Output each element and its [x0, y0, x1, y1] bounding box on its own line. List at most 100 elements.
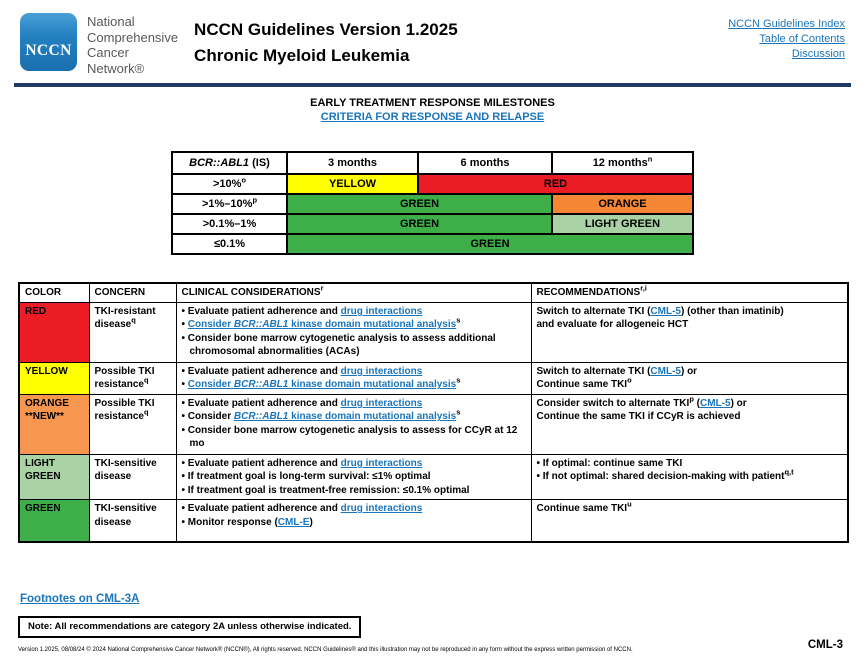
header-divider	[14, 83, 851, 87]
inline-link[interactable]: BCR::ABL1	[233, 319, 289, 331]
version-text: Version 1.2025, 08/08/24 © 2024 National…	[18, 647, 633, 653]
header-concern: CONCERN	[88, 282, 177, 303]
color-cell: LIGHT GREEN	[18, 453, 90, 501]
inline-link[interactable]: Consider	[187, 319, 234, 331]
footnotes-link[interactable]: Footnotes on CML-3A	[20, 592, 140, 605]
bullet-item: • Consider BCR::ABL1 kinase domain mutat…	[181, 376, 461, 391]
org-line: Comprehensive	[87, 29, 179, 45]
bullet-item: • If optimal: continue same TKI	[536, 458, 683, 469]
note-box: Note: All recommendations are category 2…	[18, 615, 362, 638]
bullet-marker: •	[536, 458, 543, 469]
bullet-marker: •	[181, 484, 188, 496]
inline-link[interactable]: kinase domain mutational analysis	[288, 379, 457, 391]
considerations-cell: • Evaluate patient adherence and drug in…	[175, 499, 532, 543]
milestone-cell-green: GREEN	[286, 232, 694, 255]
considerations-cell: • Evaluate patient adherence and drug in…	[175, 362, 532, 395]
bullet-item: • Evaluate patient adherence and drug in…	[181, 503, 423, 515]
recommendations-cell: • If optimal: continue same TKI • If not …	[530, 453, 849, 501]
inline-link[interactable]: CML-5	[700, 398, 731, 409]
bullet-marker: •	[181, 319, 188, 331]
org-line: Cancer	[87, 45, 129, 60]
milestone-cell-orange: ORANGE	[551, 192, 694, 215]
bullet-marker: •	[181, 398, 188, 409]
inline-link[interactable]: CML-E	[277, 516, 310, 528]
concern-cell: Possible TKI resistanceq	[88, 394, 177, 455]
header-recommendations: RECOMMENDATIONSr,i	[530, 282, 849, 303]
inline-link[interactable]: BCR::ABL1	[233, 411, 289, 423]
concern-cell: TKI-resistant diseaseq	[88, 302, 177, 363]
inline-link[interactable]: kinase domain mutational analysis	[288, 411, 457, 423]
header-color: COLOR	[18, 282, 90, 303]
bullet-item: • Evaluate patient adherence and drug in…	[181, 306, 423, 317]
bullet-marker: •	[181, 516, 188, 528]
guidelines-version-title: NCCN Guidelines Version 1.2025	[194, 20, 458, 39]
milestone-row-label: ≤0.1%	[171, 232, 288, 255]
inline-link[interactable]: kinase domain mutational analysis	[288, 319, 457, 331]
milestone-cell-yellow: YELLOW	[286, 172, 419, 195]
considerations-cell: • Evaluate patient adherence and drug in…	[175, 453, 532, 501]
inline-link[interactable]: BCR::ABL1	[233, 379, 289, 391]
milestone-header-row: BCR::ABL1 (IS) 3 months 6 months 12 mont…	[171, 150, 694, 175]
inline-link[interactable]: CML-5	[650, 366, 681, 377]
bullet-marker: •	[181, 471, 188, 483]
bullet-item: • If treatment goal is treatment-free re…	[181, 484, 470, 496]
milestone-cell-red: RED	[417, 172, 694, 195]
table-row: >0.1%–1% GREEN LIGHT GREEN	[171, 212, 694, 235]
org-name: National Comprehensive Cancer Network®	[87, 13, 178, 76]
recommendations-cell: Continue same TKIu	[530, 499, 849, 543]
link-nccn-guidelines-index[interactable]: NCCN Guidelines Index	[728, 18, 845, 30]
table-row-light-green: LIGHT GREEN TKI-sensitive disease • Eval…	[18, 453, 849, 501]
milestone-header-6mo: 6 months	[417, 150, 553, 175]
bullet-item: • Consider BCR::ABL1 kinase domain mutat…	[181, 408, 461, 423]
bullet-item: • Monitor response (CML-E)	[181, 516, 313, 528]
link-discussion[interactable]: Discussion	[791, 48, 845, 60]
bullet-item: • If not optimal: shared decision-making…	[536, 468, 794, 483]
org-line: National	[87, 14, 135, 29]
criteria-for-response-link[interactable]: CRITERIA FOR RESPONSE AND RELAPSE	[320, 110, 545, 123]
bullet-marker: •	[536, 471, 543, 483]
response-table: COLOR CONCERN CLINICAL CONSIDERATIONSr R…	[18, 281, 849, 543]
disease-title: Chronic Myeloid Leukemia	[194, 46, 410, 65]
bullet-item: • Consider BCR::ABL1 kinase domain mutat…	[181, 316, 461, 331]
bullet-marker: •	[181, 424, 188, 436]
inline-link[interactable]: drug interactions	[340, 503, 423, 515]
text-line: Consider switch to alternate TKIp (CML-5…	[536, 394, 747, 423]
link-table-of-contents[interactable]: Table of Contents	[759, 33, 845, 45]
milestone-cell-green: GREEN	[286, 192, 553, 215]
color-cell: GREEN	[18, 499, 90, 543]
bullet-item: • Evaluate patient adherence and drug in…	[181, 366, 423, 377]
inline-link[interactable]: drug interactions	[340, 458, 423, 469]
concern-cell: TKI-sensitive disease	[88, 453, 177, 501]
bullet-item: • Evaluate patient adherence and drug in…	[181, 458, 423, 469]
inline-link[interactable]: drug interactions	[340, 306, 423, 317]
table-row: >10%o YELLOW RED	[171, 172, 694, 195]
recommendations-cell: Consider switch to alternate TKIp (CML-5…	[530, 394, 849, 455]
inline-link[interactable]: CML-5	[650, 306, 681, 317]
bullet-marker: •	[181, 503, 188, 515]
org-line: Network®	[87, 60, 145, 76]
considerations-cell: • Evaluate patient adherence and drug in…	[175, 302, 532, 363]
bullet-item: • Evaluate patient adherence and drug in…	[181, 398, 423, 409]
inline-link[interactable]: Consider	[187, 379, 234, 391]
table-row: >1%–10%p GREEN ORANGE	[171, 192, 694, 215]
table-row-green: GREEN TKI-sensitive disease • Evaluate p…	[18, 499, 849, 543]
recommendations-cell: Switch to alternate TKI (CML-5) or Contin…	[530, 362, 849, 395]
concern-cell: Possible TKI resistanceq	[88, 362, 177, 395]
color-cell: YELLOW	[18, 362, 90, 395]
milestone-row-label: >10%o	[171, 172, 288, 195]
milestone-row-label: >1%–10%p	[171, 192, 288, 215]
table-row-red: RED TKI-resistant diseaseq • Evaluate pa…	[18, 302, 849, 363]
milestone-table: BCR::ABL1 (IS) 3 months 6 months 12 mont…	[171, 150, 694, 255]
concern-cell: TKI-sensitive disease	[88, 499, 177, 543]
inline-link[interactable]: drug interactions	[340, 398, 423, 409]
page-title: NCCN Guidelines Version 1.2025 Chronic M…	[194, 13, 458, 69]
bullet-marker: •	[181, 366, 188, 377]
bullet-marker: •	[181, 458, 188, 469]
bullet-marker: •	[181, 411, 188, 423]
recommendations-cell: Switch to alternate TKI (CML-5) (other t…	[530, 302, 849, 363]
inline-link[interactable]: drug interactions	[340, 366, 423, 377]
header-clinical-considerations: CLINICAL CONSIDERATIONSr	[175, 282, 532, 303]
color-cell: ORANGE **NEW**	[18, 394, 90, 455]
bullet-item: • Consider bone marrow cytogenetic analy…	[181, 332, 496, 358]
nccn-logo: NCCN	[20, 13, 77, 71]
